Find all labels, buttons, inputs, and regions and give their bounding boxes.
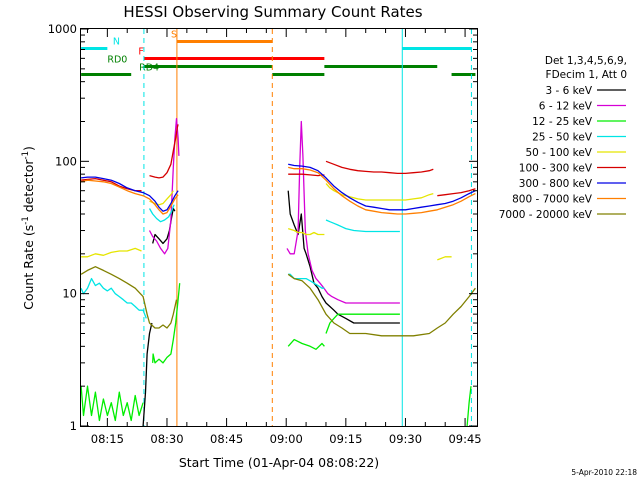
y-tick-label: 10 <box>62 287 77 301</box>
series-line-5 <box>149 124 179 179</box>
series-line-3 <box>80 277 147 319</box>
series-line-7 <box>80 179 179 215</box>
chart-title: HESSI Observing Summary Count Rates <box>123 3 422 21</box>
series-line-0 <box>287 190 400 324</box>
x-tick-label: 09:00 <box>270 432 303 446</box>
series-line-6 <box>81 176 179 212</box>
legend-label: 800 - 7000 keV <box>512 194 593 206</box>
footer-timestamp: 5-Apr-2010 22:18 <box>571 468 637 477</box>
flag-label-f: F <box>138 47 143 58</box>
attenuator-lines <box>143 29 472 426</box>
plot-frame <box>80 28 478 427</box>
flag-label-rd0: RD0 <box>107 55 127 66</box>
x-tick-label: 08:45 <box>210 432 243 446</box>
series-line-2 <box>152 283 181 364</box>
series-line-5 <box>325 160 434 175</box>
x-tick-label: 09:30 <box>389 432 422 446</box>
flag-label-rd4: RD4 <box>139 63 159 74</box>
series-line-3 <box>148 204 175 223</box>
series-line-0 <box>142 322 153 427</box>
series-line-3 <box>325 219 400 233</box>
series-line-5 <box>437 188 476 197</box>
legend-label: 100 - 300 keV <box>519 163 593 175</box>
series-line-1 <box>148 118 180 255</box>
series-line-2 <box>287 338 325 350</box>
y-axis-label-sup2: -1 <box>21 151 31 159</box>
y-axis-label: Count Rate (s-1 detector-1) <box>21 146 36 310</box>
series-line-4 <box>149 190 174 206</box>
series-line-0 <box>152 207 176 245</box>
series-line-8 <box>287 273 476 337</box>
y-axis-label-mid: detector <box>21 159 36 217</box>
y-tick-label: 1 <box>70 419 77 433</box>
legend-label: 300 - 800 keV <box>519 178 593 190</box>
legend-label: 6 - 12 keV <box>539 101 593 113</box>
flag-label-n: N <box>113 37 120 48</box>
legend-label: 7000 - 20000 keV <box>499 209 593 221</box>
series-line-6 <box>288 163 476 211</box>
x-tick-label: 08:30 <box>150 432 183 446</box>
y-tick-label: 100 <box>55 154 77 168</box>
series-line-4 <box>288 227 325 236</box>
series-line-7 <box>288 166 476 215</box>
y-axis-label-sup1: -1 <box>21 216 31 224</box>
series-lines <box>80 118 476 427</box>
x-axis-label: Start Time (01-Apr-04 08:08:22) <box>179 455 379 470</box>
flag-label-s: S <box>171 30 177 41</box>
legend-label: 12 - 25 keV <box>532 116 593 128</box>
y-axis-label-end: ) <box>21 146 36 151</box>
y-axis-label-main: Count Rate (s <box>21 225 36 310</box>
series-line-2 <box>80 385 144 422</box>
series-line-4 <box>81 247 142 258</box>
series-line-5 <box>288 173 325 177</box>
series-line-2 <box>466 386 472 427</box>
x-tick-label: 08:15 <box>91 432 124 446</box>
series-line-8 <box>80 266 178 329</box>
legend-label: 50 - 100 keV <box>525 147 592 159</box>
legend-label: 25 - 50 keV <box>532 132 593 144</box>
series-line-1 <box>286 120 400 304</box>
legend-label: 3 - 6 keV <box>545 85 592 97</box>
legend-header-2: FDecim 1, Att 0 <box>546 69 627 81</box>
legend-header-1: Det 1,3,4,5,6,9, <box>545 55 627 67</box>
x-tick-label: 09:45 <box>448 432 481 446</box>
series-line-4 <box>437 256 452 261</box>
x-axis: 08:15 08:30 08:45 09:00 09:15 09:30 09:45 <box>86 29 482 446</box>
x-tick-label: 09:15 <box>329 432 362 446</box>
series-line-2 <box>325 313 400 334</box>
y-tick-label: 1000 <box>48 22 77 36</box>
legend: Det 1,3,4,5,6,9, FDecim 1, Att 0 3 - 6 k… <box>499 55 627 221</box>
